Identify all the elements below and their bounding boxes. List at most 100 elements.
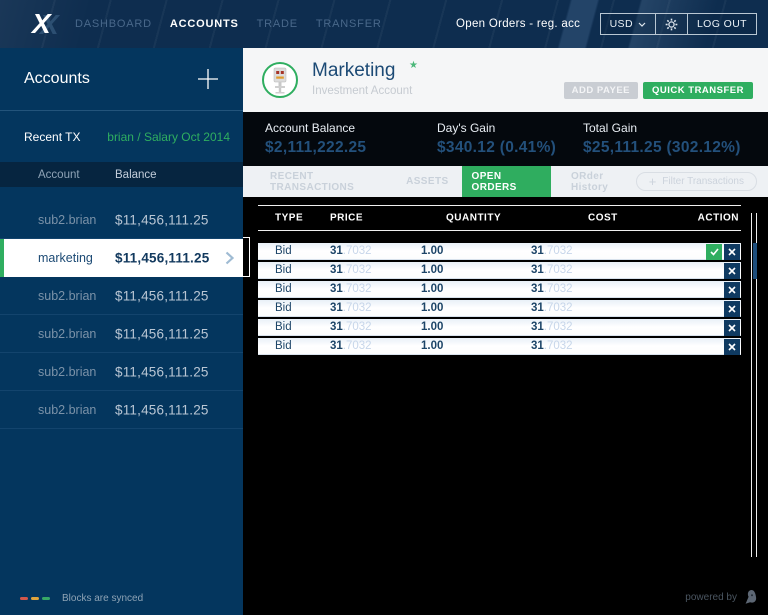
order-row: Bid 31.7032 1.00 31.7032 [258, 338, 741, 355]
order-actions [722, 319, 740, 336]
nav-item[interactable]: DASHBOARD [75, 18, 152, 30]
tab-list: RECENT TRANSACTIONS ASSETS OPEN ORDERS O… [243, 166, 636, 197]
order-quantity: 1.00 [421, 283, 444, 295]
top-navigation-bar: X X DASHBOARD ACCOUNTS TRADE TRANSFER Op… [0, 0, 768, 48]
sidebar-header: Accounts [0, 48, 243, 110]
sidebar-title: Accounts [24, 70, 90, 87]
chevron-right-icon [225, 251, 235, 265]
account-balance: $11,456,111.25 [115, 250, 210, 266]
order-price: 31.7032 [330, 245, 372, 257]
nav-item[interactable]: ACCOUNTS [169, 18, 239, 30]
recent-tx-label: Recent TX [24, 129, 81, 144]
scrollbar-thumb[interactable] [753, 243, 757, 279]
account-name: sub2.brian [38, 212, 97, 227]
cancel-order-button[interactable] [724, 338, 740, 355]
tab-item[interactable]: OPEN ORDERS [461, 166, 551, 197]
order-cost: 31.7032 [531, 245, 573, 257]
order-quantity: 1.00 [421, 302, 444, 314]
stat-value: $340.12 (0.41%) [437, 139, 557, 156]
order-quantity: 1.00 [421, 340, 444, 352]
cancel-order-button[interactable] [724, 262, 740, 279]
recent-tx-value[interactable]: brian / Salary Oct 2014 [107, 129, 230, 144]
order-cost: 31.7032 [531, 283, 573, 295]
account-list-item[interactable]: marketing $11,456,111.25 [0, 239, 243, 277]
order-quantity: 1.00 [421, 264, 444, 276]
sync-status: Blocks are synced [20, 593, 143, 604]
accounts-sidebar: Accounts Recent TX brian / Salary Oct 20… [0, 48, 243, 615]
favorite-star-icon[interactable]: ★ [409, 60, 418, 71]
currency-value: USD [609, 18, 633, 30]
main-content: Marketing ★ Investment Account ADD PAYEE… [243, 48, 768, 615]
nav-item[interactable]: TRADE [256, 18, 298, 30]
nav-item[interactable]: TRANSFER [315, 18, 382, 30]
add-account-button[interactable] [197, 68, 219, 90]
close-icon [728, 266, 736, 275]
order-row: Bid 31.7032 1.00 31.7032 [258, 262, 741, 279]
account-header: Marketing ★ Investment Account ADD PAYEE… [243, 48, 768, 112]
quick-transfer-button[interactable]: QUICK TRANSFER [643, 82, 753, 99]
account-stats-bar: Account Balance $2,111,222.25 Day's Gain… [243, 112, 768, 166]
order-price: 31.7032 [330, 283, 372, 295]
order-cost: 31.7032 [531, 264, 573, 276]
account-list-item[interactable]: sub2.brian $11,456,111.25 [0, 353, 243, 391]
add-payee-button[interactable]: ADD PAYEE [563, 82, 639, 99]
order-actions [722, 281, 740, 298]
recent-tx-row[interactable]: Recent TX brian / Salary Oct 2014 [0, 110, 243, 162]
confirm-order-button[interactable] [706, 243, 722, 260]
gear-icon [665, 18, 678, 30]
currency-dropdown[interactable]: USD [599, 13, 656, 35]
order-row: Bid 31.7032 1.00 31.7032 [258, 281, 741, 298]
cancel-order-button[interactable] [724, 243, 740, 260]
order-type: Bid [275, 245, 292, 257]
close-icon [728, 285, 736, 294]
order-type: Bid [275, 302, 292, 314]
account-list-item[interactable]: sub2.brian $11,456,111.25 [0, 391, 243, 429]
account-name: sub2.brian [38, 402, 97, 417]
selected-row-connector [243, 237, 250, 277]
order-actions [722, 300, 740, 317]
order-actions [722, 338, 740, 355]
filter-transactions-button[interactable]: + Filter Transactions [635, 172, 757, 191]
order-cost: 31.7032 [531, 302, 573, 314]
logout-label: LOG OUT [696, 18, 747, 30]
order-actions [704, 243, 740, 260]
header-buttons: ADD PAYEE QUICK TRANSFER [563, 82, 753, 99]
column-header-price: PRICE [330, 212, 364, 224]
svg-text:X: X [30, 9, 53, 39]
cancel-order-button[interactable] [724, 281, 740, 298]
brand-logo[interactable]: X X [28, 8, 80, 44]
order-cost: 31.7032 [531, 340, 573, 352]
powered-by-text: powered by [685, 592, 737, 603]
account-list-item[interactable]: sub2.brian $11,456,111.25 [0, 201, 243, 239]
order-price: 31.7032 [330, 340, 372, 352]
order-price: 31.7032 [330, 302, 372, 314]
order-type: Bid [275, 283, 292, 295]
tab-item[interactable]: ORder History [570, 170, 609, 193]
tab-item[interactable]: ASSETS [406, 176, 449, 187]
account-list-item[interactable]: sub2.brian $11,456,111.25 [0, 277, 243, 315]
plus-icon: + [648, 174, 657, 189]
account-balance: $11,456,111.25 [115, 402, 209, 417]
table-scrollbar[interactable] [751, 213, 757, 557]
settings-button[interactable] [654, 13, 688, 35]
account-avatar[interactable] [262, 62, 298, 98]
close-icon [728, 304, 736, 313]
robot-avatar-icon [273, 67, 287, 93]
cancel-order-button[interactable] [724, 300, 740, 317]
column-header-quantity: QUANTITY [446, 212, 502, 224]
stat-value: $25,111.25 (302.12%) [583, 139, 741, 156]
balance-column-header: Balance [115, 168, 157, 181]
order-type: Bid [275, 340, 292, 352]
cancel-order-button[interactable] [724, 319, 740, 336]
order-quantity: 1.00 [421, 245, 444, 257]
stat-label: Total Gain [583, 121, 638, 135]
sync-indicator-icon [20, 597, 53, 600]
logout-button[interactable]: LOG OUT [686, 13, 757, 35]
account-list-item[interactable]: sub2.brian $11,456,111.25 [0, 315, 243, 353]
tab-item[interactable]: RECENT TRANSACTIONS [270, 170, 355, 193]
order-row: Bid 31.7032 1.00 31.7032 [258, 300, 741, 317]
powered-by-logo-icon [745, 589, 757, 604]
account-name: sub2.brian [38, 364, 97, 379]
account-column-header: Account [38, 168, 80, 181]
